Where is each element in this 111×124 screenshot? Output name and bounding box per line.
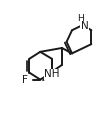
Text: NH: NH xyxy=(44,69,60,79)
Text: F: F xyxy=(22,75,28,85)
Text: N: N xyxy=(80,21,88,31)
Text: H: H xyxy=(77,14,84,23)
